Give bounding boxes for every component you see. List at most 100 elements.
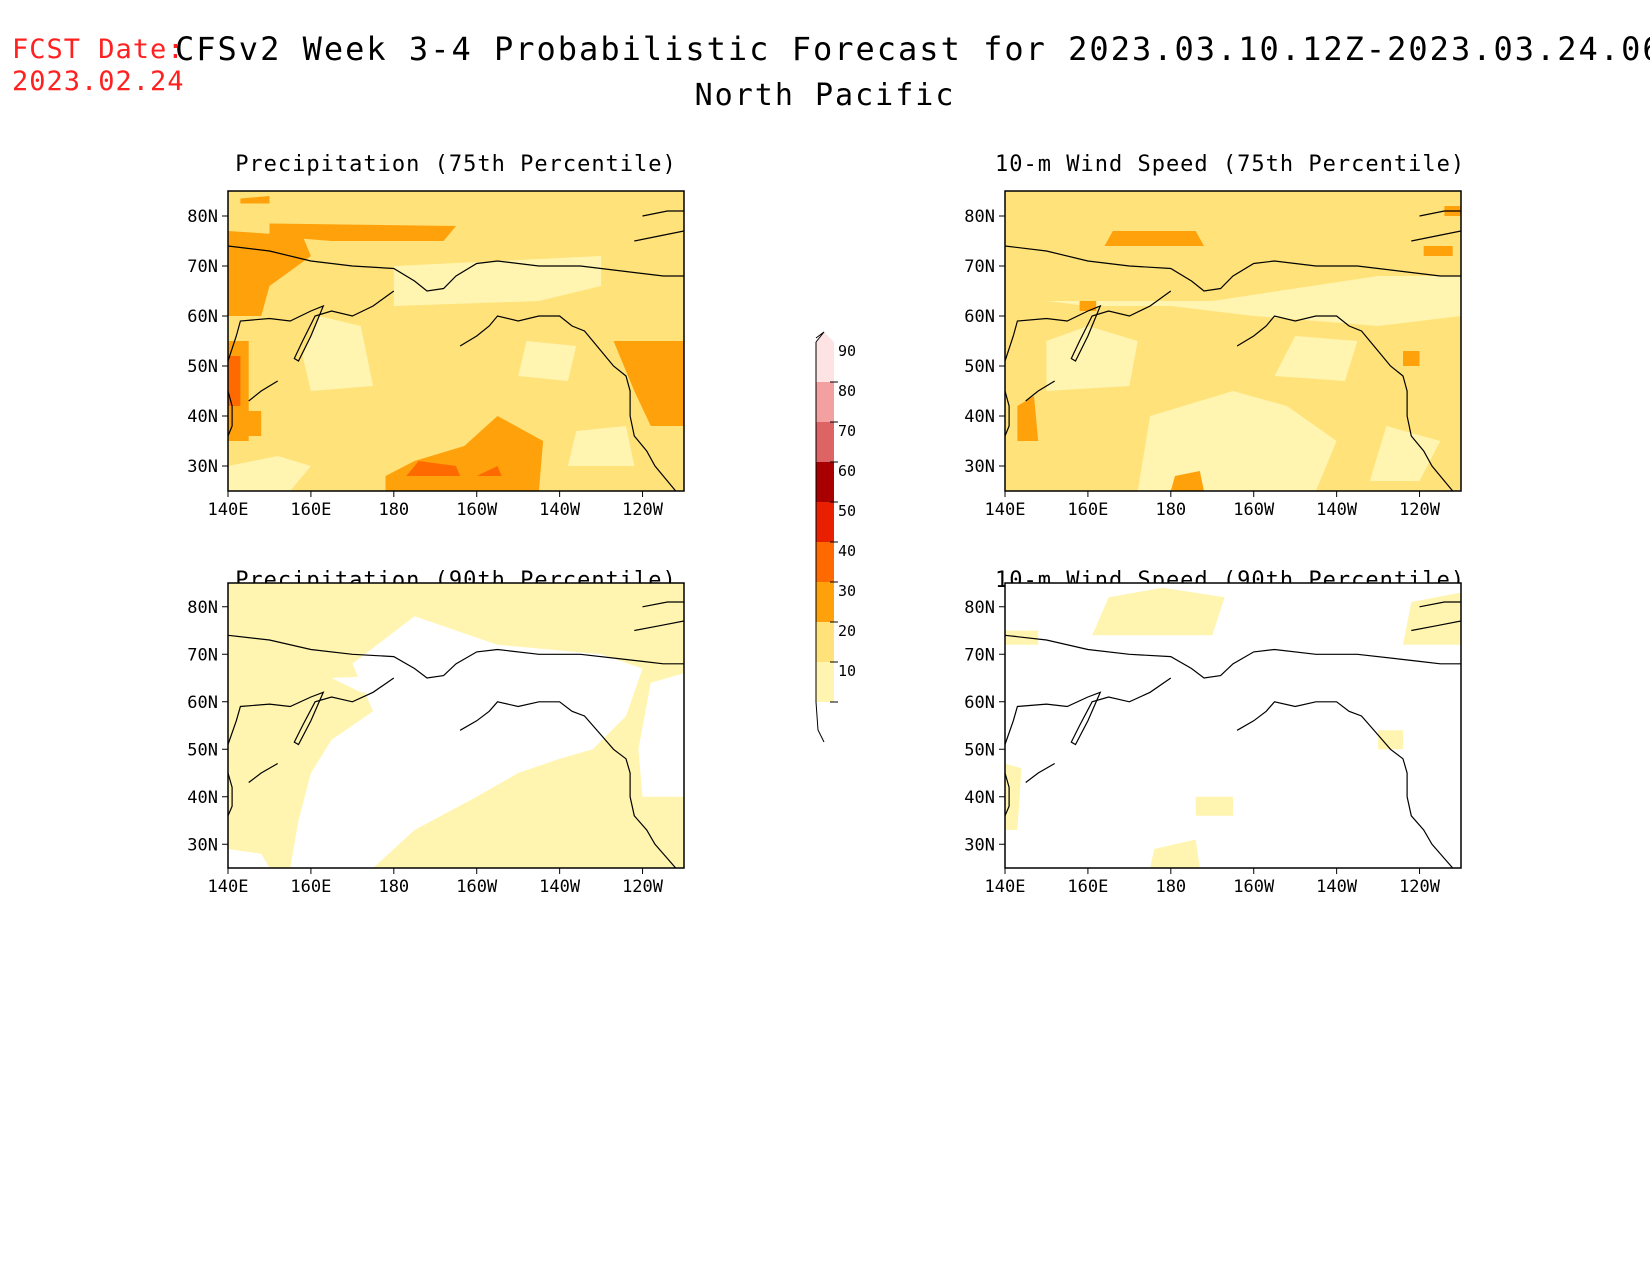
lat-tick-label: 80N: [964, 598, 995, 618]
probability-region: [567, 426, 635, 466]
colorbar-bottom-outline: [815, 701, 825, 743]
coastline-segment: [228, 772, 233, 817]
coastline-segment: [248, 380, 279, 402]
probability-region: [228, 356, 241, 406]
panel-title-wind-75: 10-m Wind Speed (75th Percentile): [995, 152, 1466, 177]
coastline-segment: [228, 677, 395, 746]
probability-region: [1017, 396, 1039, 441]
lat-tick-label: 60N: [187, 693, 218, 713]
lon-tick-label: 120W: [1399, 500, 1441, 520]
coastline-segment: [1411, 230, 1461, 242]
coastline-segment: [634, 230, 684, 242]
colorbar-segment: [816, 502, 834, 542]
lon-tick-label: 140E: [208, 877, 249, 897]
lon-tick-label: 160W: [456, 877, 498, 897]
probability-region: [1150, 839, 1200, 868]
forecast-date-value: 2023.02.24: [12, 66, 185, 97]
probability-region: [1104, 231, 1204, 246]
colorbar-segment: [816, 462, 834, 502]
shaded-field: [228, 583, 684, 868]
forecast-date-block: FCST Date: 2023.02.24: [12, 34, 185, 98]
lon-tick-label: 140W: [1316, 877, 1358, 897]
probability-region: [1137, 391, 1337, 491]
coastline-segment: [459, 701, 677, 868]
map-frame: [227, 582, 685, 869]
coastline-segment: [228, 634, 684, 679]
lat-tick-label: 60N: [964, 693, 995, 713]
probability-region: [1079, 301, 1097, 311]
probability-region: [240, 196, 270, 204]
map-panel-wind-90: 80N 70N 60N 50N 40N 30N 140E 160E 180 160W 140W 120…: [964, 582, 1462, 897]
lat-tick-label: 70N: [964, 645, 995, 665]
lat-tick-label: 70N: [187, 257, 218, 277]
probability-region: [228, 456, 311, 491]
colorbar-top-cap: [816, 332, 834, 342]
coastline-segment: [1419, 210, 1461, 217]
lat-tick-label: 40N: [964, 407, 995, 427]
lon-tick-label: 120W: [622, 877, 664, 897]
colorbar-segment: [816, 342, 834, 382]
lon-tick-label: 160E: [1067, 500, 1108, 520]
colorbar-level-label: 60: [838, 462, 856, 480]
colorbar-segment: [816, 542, 834, 582]
lat-tick-label: 80N: [187, 207, 218, 227]
coastline-segment: [1005, 290, 1172, 362]
lon-tick-label: 140E: [985, 877, 1026, 897]
probability-region: [518, 341, 577, 381]
colorbar-segment: [816, 422, 834, 462]
lat-tick-label: 60N: [964, 307, 995, 327]
colorbar-level-label: 40: [838, 542, 856, 560]
map-panel-precip-75: 80N 70N 60N 50N 40N 30N 140E 160E 180 160W 140W 120…: [187, 190, 685, 520]
lat-tick-label: 40N: [187, 788, 218, 808]
panel-title-precip-75: Precipitation (75th Percentile): [235, 152, 677, 177]
coastline-segment: [1005, 245, 1461, 292]
colorbar-segment: [816, 582, 834, 622]
coastline-segment: [1025, 380, 1056, 402]
colorbar-segment: [816, 622, 834, 662]
coastline-segment: [1005, 390, 1010, 437]
lon-tick-label: 140E: [985, 500, 1026, 520]
probability-region: [638, 673, 684, 797]
colorbar-level-label: 20: [838, 622, 856, 640]
lon-tick-label: 140E: [208, 500, 249, 520]
lon-tick-label: 140W: [539, 500, 581, 520]
probability-region: [1005, 763, 1022, 830]
lon-tick-label: 160W: [1233, 877, 1275, 897]
probability-region: [1369, 426, 1441, 481]
lon-tick-label: 160E: [1067, 877, 1108, 897]
probability-region: [1046, 276, 1461, 326]
coastline-segment: [1411, 620, 1461, 632]
probability-region: [406, 461, 461, 476]
probability-region: [1195, 796, 1233, 816]
colorbar-level-label: 80: [838, 382, 856, 400]
probability-region: [1005, 583, 1461, 868]
lat-tick-label: 30N: [964, 835, 995, 855]
coastline-segment: [642, 210, 684, 217]
colorbar-level-label: 10: [838, 662, 856, 680]
coastline-segment: [642, 601, 684, 608]
lon-tick-label: 180: [1155, 877, 1186, 897]
coastline-segment: [228, 390, 233, 437]
lat-tick-label: 50N: [964, 740, 995, 760]
probability-region: [302, 316, 374, 391]
lon-tick-label: 180: [378, 500, 409, 520]
map-panel-wind-75: 80N 70N 60N 50N 40N 30N 140E 160E 180 160W 140W 120…: [964, 190, 1462, 520]
probability-region: [613, 341, 684, 426]
page-title: CFSv2 Week 3-4 Probabilistic Forecast fo…: [175, 30, 1650, 68]
lon-tick-label: 160W: [1233, 500, 1275, 520]
coastline: [1005, 601, 1461, 868]
coastline-segment: [1236, 315, 1454, 491]
probability-region: [331, 673, 436, 693]
probability-region: [269, 223, 456, 241]
lon-tick-label: 140W: [539, 877, 581, 897]
coastline-segment: [248, 762, 278, 783]
probability-region: [228, 849, 270, 868]
map-frame: [1004, 582, 1462, 869]
region-subtitle: North Pacific: [694, 78, 956, 113]
coastline-segment: [1005, 772, 1010, 817]
lat-tick-label: 50N: [964, 357, 995, 377]
coastline-segment: [1419, 601, 1461, 608]
colorbar-segment: [816, 382, 834, 422]
probability-region: [1378, 730, 1403, 750]
